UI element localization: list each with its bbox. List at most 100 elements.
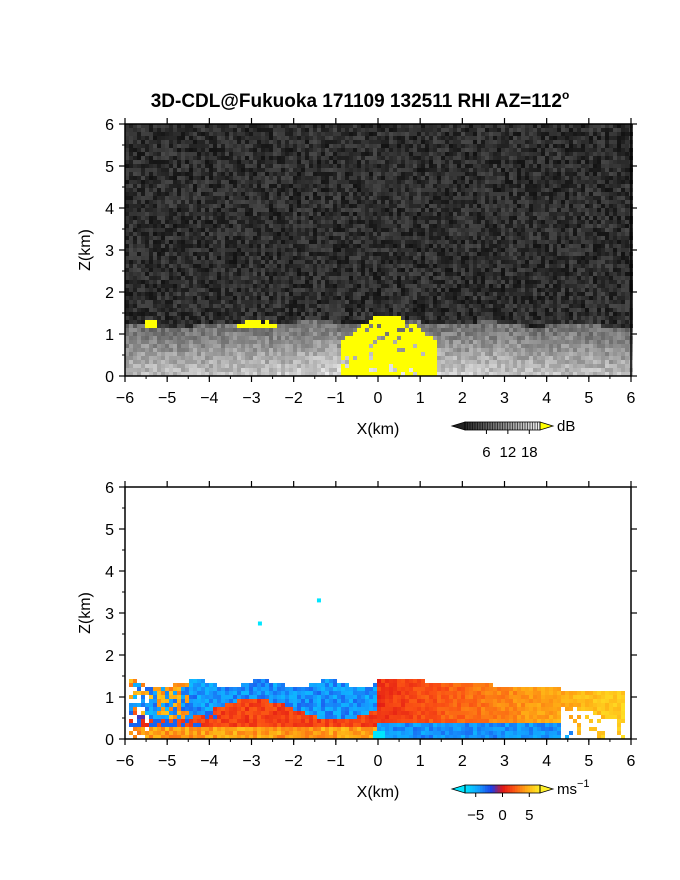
backscatter-cell — [241, 208, 245, 212]
backscatter-cell — [561, 228, 565, 232]
backscatter-cell — [385, 180, 389, 184]
backscatter-cell — [545, 256, 549, 260]
backscatter-cell — [625, 128, 629, 132]
backscatter-cell — [541, 144, 545, 148]
backscatter-cell — [297, 172, 301, 176]
backscatter-cell — [377, 164, 381, 168]
backscatter-cell — [213, 200, 217, 204]
backscatter-cell — [437, 132, 441, 136]
backscatter-cell — [545, 236, 549, 240]
backscatter-cell — [405, 276, 409, 280]
backscatter-cell — [193, 220, 197, 224]
backscatter-cell — [173, 204, 177, 208]
backscatter-cell — [213, 208, 217, 212]
backscatter-cell — [513, 124, 517, 128]
backscatter-cell — [597, 256, 601, 260]
backscatter-cell — [349, 176, 353, 180]
backscatter-cell — [177, 172, 181, 176]
backscatter-cell — [165, 256, 169, 260]
backscatter-cell — [569, 148, 573, 152]
backscatter-cell — [273, 228, 277, 232]
backscatter-cell — [173, 236, 177, 240]
backscatter-cell — [209, 216, 213, 220]
backscatter-cell — [145, 160, 149, 164]
backscatter-cell — [389, 248, 393, 252]
backscatter-cell — [221, 168, 225, 172]
backscatter-cell — [561, 144, 565, 148]
backscatter-cell — [257, 140, 261, 144]
backscatter-cell — [513, 188, 517, 192]
backscatter-cell — [477, 160, 481, 164]
backscatter-cell — [361, 140, 365, 144]
backscatter-cell — [509, 160, 513, 164]
backscatter-cell — [477, 184, 481, 188]
backscatter-cell — [305, 260, 309, 264]
backscatter-cell — [341, 228, 345, 232]
backscatter-cell — [557, 196, 561, 200]
backscatter-cell — [189, 272, 193, 276]
backscatter-cell — [445, 236, 449, 240]
backscatter-cell — [405, 184, 409, 188]
backscatter-cell — [361, 220, 365, 224]
backscatter-cell — [541, 264, 545, 268]
backscatter-cell — [141, 124, 145, 128]
backscatter-cell — [409, 128, 413, 132]
backscatter-cell — [413, 224, 417, 228]
backscatter-cell — [585, 208, 589, 212]
backscatter-cell — [181, 184, 185, 188]
backscatter-cell — [145, 164, 149, 168]
backscatter-cell — [217, 212, 221, 216]
backscatter-cell — [341, 152, 345, 156]
backscatter-cell — [321, 248, 325, 252]
backscatter-cell — [453, 172, 457, 176]
backscatter-cell — [169, 168, 173, 172]
backscatter-cell — [605, 128, 609, 132]
backscatter-cell — [133, 220, 137, 224]
backscatter-cell — [521, 200, 525, 204]
backscatter-cell — [361, 160, 365, 164]
backscatter-cell — [433, 192, 437, 196]
backscatter-cell — [221, 164, 225, 168]
backscatter-cell — [221, 204, 225, 208]
backscatter-cell — [261, 244, 265, 248]
backscatter-cell — [181, 264, 185, 268]
backscatter-cell — [501, 176, 505, 180]
backscatter-cell — [349, 188, 353, 192]
backscatter-cell — [585, 152, 589, 156]
backscatter-cell — [373, 224, 377, 228]
backscatter-cell — [189, 164, 193, 168]
backscatter-cell — [377, 212, 381, 216]
backscatter-cell — [225, 252, 229, 256]
backscatter-cell — [333, 252, 337, 256]
backscatter-cell — [397, 168, 401, 172]
backscatter-cell — [217, 132, 221, 136]
backscatter-cell — [189, 204, 193, 208]
backscatter-cell — [581, 268, 585, 272]
backscatter-cell — [485, 220, 489, 224]
backscatter-cell — [485, 260, 489, 264]
backscatter-cell — [129, 160, 133, 164]
backscatter-cell — [621, 256, 625, 260]
backscatter-cell — [317, 132, 321, 136]
backscatter-cell — [609, 236, 613, 240]
backscatter-cell — [497, 204, 501, 208]
backscatter-cell — [537, 132, 541, 136]
backscatter-cell — [293, 252, 297, 256]
backscatter-cell — [513, 208, 517, 212]
backscatter-cell — [325, 172, 329, 176]
backscatter-cell — [145, 264, 149, 268]
backscatter-cell — [305, 196, 309, 200]
backscatter-cell — [501, 220, 505, 224]
backscatter-cell — [249, 128, 253, 132]
backscatter-cell — [509, 188, 513, 192]
backscatter-cell — [481, 188, 485, 192]
backscatter-cell — [153, 140, 157, 144]
backscatter-cell — [397, 184, 401, 188]
backscatter-cell — [425, 244, 429, 248]
backscatter-cell — [293, 192, 297, 196]
backscatter-cell — [193, 240, 197, 244]
backscatter-cell — [245, 136, 249, 140]
backscatter-cell — [289, 156, 293, 160]
backscatter-cell — [309, 248, 313, 252]
backscatter-cell — [437, 204, 441, 208]
